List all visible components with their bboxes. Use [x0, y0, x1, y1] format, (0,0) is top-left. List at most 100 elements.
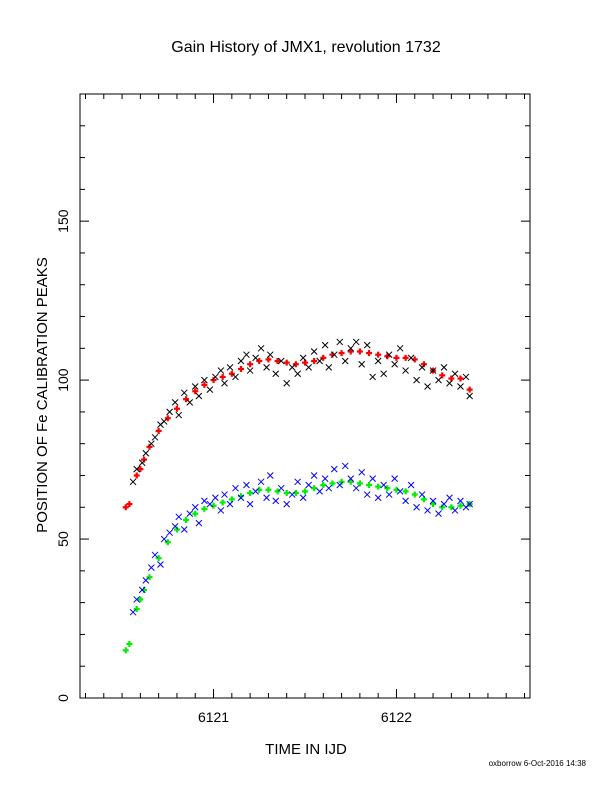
data-point	[402, 497, 409, 505]
data-point	[133, 596, 141, 603]
series-upper_fit	[122, 348, 473, 511]
data-point	[418, 491, 426, 498]
data-point	[299, 354, 307, 362]
data-point	[451, 370, 459, 378]
data-point	[173, 405, 180, 412]
data-point	[129, 608, 137, 616]
data-point	[391, 360, 398, 368]
data-point	[137, 466, 144, 473]
data-point	[141, 456, 148, 463]
data-point	[283, 379, 291, 387]
data-point	[274, 488, 281, 495]
data-point	[237, 357, 245, 365]
data-point	[164, 415, 171, 422]
data-point	[352, 338, 360, 346]
data-point	[147, 564, 155, 572]
data-point	[384, 485, 391, 492]
x-tick-label: 6121	[198, 709, 229, 725]
data-point	[246, 500, 254, 508]
data-point	[232, 373, 239, 381]
data-point	[219, 499, 226, 506]
data-point	[356, 348, 363, 355]
data-point	[341, 357, 349, 365]
data-point	[330, 465, 338, 473]
data-point	[325, 484, 333, 492]
data-point	[192, 510, 199, 517]
data-point	[195, 392, 203, 400]
plot-frame	[79, 93, 531, 699]
data-point	[402, 354, 409, 361]
data-point	[155, 555, 162, 562]
data-point	[201, 497, 208, 505]
data-point	[466, 500, 473, 508]
data-point	[299, 494, 307, 502]
y-tick-label: 100	[55, 368, 71, 392]
data-point	[440, 500, 448, 508]
axis-ticks	[80, 93, 530, 699]
data-point	[277, 357, 285, 365]
data-point	[212, 494, 219, 502]
data-point	[243, 351, 250, 359]
data-point	[429, 367, 437, 374]
data-point	[186, 510, 194, 517]
data-point	[146, 443, 153, 450]
data-point	[407, 481, 415, 489]
data-point	[288, 491, 296, 498]
data-point	[316, 488, 323, 495]
data-point	[341, 462, 349, 470]
data-point	[385, 351, 393, 359]
data-point	[375, 483, 382, 490]
data-point	[288, 364, 296, 371]
data-point	[374, 357, 382, 365]
data-point	[305, 481, 313, 489]
data-point	[183, 516, 190, 523]
data-point	[347, 475, 355, 483]
data-point	[266, 472, 274, 479]
data-point	[446, 379, 453, 387]
data-point	[274, 358, 281, 365]
data-point	[292, 361, 299, 368]
data-point	[151, 433, 159, 441]
data-point	[212, 373, 219, 381]
data-point	[391, 475, 398, 483]
data-point	[457, 502, 464, 509]
data-point	[439, 504, 446, 511]
x-tick-label: 6122	[381, 709, 412, 725]
data-point	[448, 375, 455, 382]
data-point	[420, 496, 427, 503]
data-point	[157, 561, 164, 568]
data-point	[356, 480, 363, 487]
data-points	[122, 338, 473, 654]
data-point	[366, 350, 373, 357]
data-point	[429, 497, 437, 505]
data-point	[266, 351, 274, 359]
data-point	[183, 396, 190, 403]
data-point	[257, 478, 265, 486]
data-point	[265, 486, 272, 493]
data-point	[160, 418, 168, 425]
data-point	[347, 478, 354, 485]
data-point	[263, 494, 270, 502]
data-point	[252, 488, 259, 495]
data-point	[420, 361, 427, 368]
data-point	[219, 373, 226, 380]
data-point	[146, 574, 153, 581]
data-point	[257, 344, 265, 352]
data-point	[363, 491, 371, 498]
data-point	[439, 372, 446, 379]
data-point	[294, 370, 302, 378]
data-point	[256, 358, 263, 365]
footer-stamp: oxborrow 6-Oct-2016 14:38	[489, 759, 587, 768]
data-point	[466, 386, 473, 393]
data-point	[186, 399, 194, 406]
data-point	[138, 586, 146, 594]
data-point	[396, 344, 404, 352]
data-point	[129, 478, 137, 486]
data-point	[142, 449, 150, 457]
data-point	[133, 465, 141, 473]
data-point	[466, 392, 473, 400]
data-point	[237, 365, 244, 372]
data-point	[226, 500, 234, 508]
data-point	[180, 526, 188, 533]
